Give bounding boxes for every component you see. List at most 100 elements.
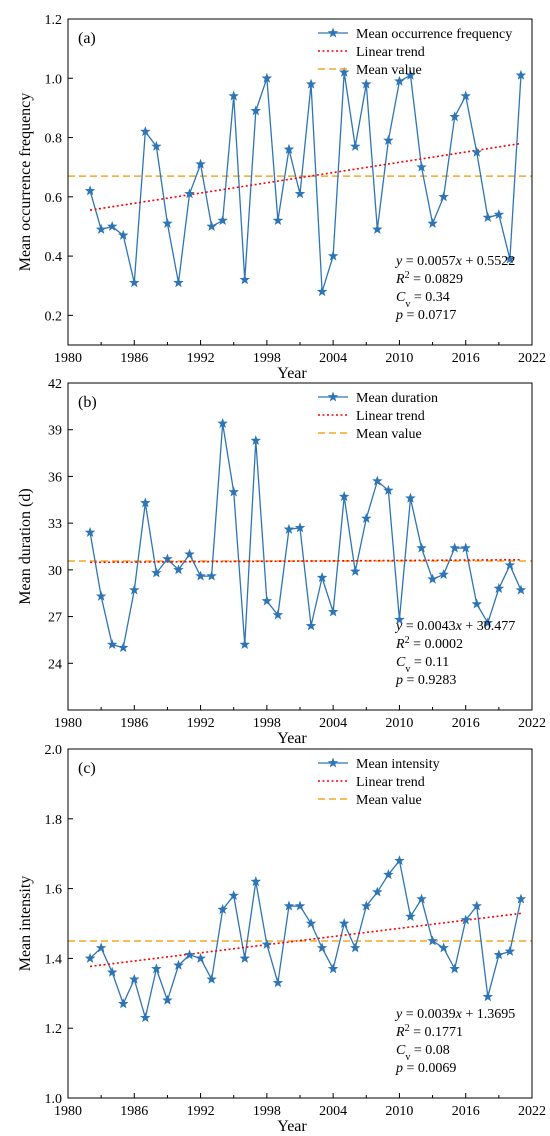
data-point-marker	[338, 66, 350, 77]
data-point-marker	[350, 942, 361, 953]
data-point-marker	[162, 553, 173, 564]
legend-star-icon	[327, 27, 339, 38]
legend-label: Mean intensity	[356, 757, 440, 772]
stat-equation: y = 0.0043x + 30.477	[394, 619, 515, 634]
x-tick-label: 2010	[385, 1104, 413, 1119]
stat-r-squared: R2 = 0.0829	[395, 270, 463, 288]
data-point-marker	[217, 417, 228, 428]
legend-label: Linear trend	[356, 775, 425, 790]
data-point-marker	[427, 935, 438, 946]
data-point-marker	[471, 598, 482, 609]
x-tick-label: 2016	[452, 351, 480, 366]
legend-label: Mean value	[356, 793, 422, 808]
data-point-marker	[427, 573, 438, 584]
data-point-marker	[350, 140, 361, 151]
data-point-marker	[84, 185, 96, 196]
x-tick-label: 2004	[319, 351, 347, 366]
plot-frame	[67, 18, 533, 346]
x-tick-label: 1998	[253, 716, 281, 731]
data-point-marker	[129, 584, 140, 595]
data-point-marker	[228, 486, 239, 497]
data-point-marker	[427, 217, 438, 228]
data-series-line	[89, 423, 522, 649]
data-point-marker	[372, 475, 383, 486]
stat-equation: y = 0.0057x + 0.5522	[394, 254, 515, 269]
data-point-marker	[383, 484, 394, 495]
data-point-marker	[228, 90, 239, 101]
y-tick-label: 0.2	[45, 309, 63, 324]
plot-frame	[67, 748, 533, 1099]
data-point-marker	[195, 570, 206, 581]
data-point-marker	[84, 526, 96, 537]
y-tick-label: 2.0	[45, 743, 63, 758]
data-point-marker	[482, 617, 494, 628]
data-point-marker	[482, 991, 494, 1002]
x-tick-label: 2022	[518, 1104, 546, 1119]
stat-equation: y = 0.0039x + 1.3695	[394, 1007, 515, 1022]
x-tick-label: 1992	[187, 351, 215, 366]
data-point-marker	[173, 277, 184, 288]
data-point-marker	[338, 491, 350, 502]
y-tick-label: 36	[48, 470, 62, 485]
y-axis-title: Mean intensity	[17, 876, 34, 972]
x-tick-label: 1986	[120, 1104, 148, 1119]
legend-label: Mean occurrence frequency	[356, 27, 512, 42]
data-point-marker	[405, 69, 416, 80]
x-tick-label: 2004	[319, 716, 347, 731]
x-axis-title: Year	[277, 730, 307, 747]
chart-panel-b: 1980 1986 1992 1998 2004 2010 2016 2022 24 27 30 33…	[17, 377, 546, 747]
x-tick-label: 1986	[120, 716, 148, 731]
stat-p-value: p = 0.0069	[395, 1061, 456, 1076]
x-axis-title: Year	[277, 1118, 307, 1135]
data-series-line	[89, 859, 522, 1018]
y-tick-label: 1.2	[45, 1022, 63, 1037]
data-point-marker	[228, 890, 239, 901]
data-point-marker	[460, 542, 471, 553]
data-point-marker	[416, 542, 427, 553]
x-tick-label: 2016	[452, 716, 480, 731]
data-point-marker	[361, 512, 372, 523]
panel-letter: (a)	[78, 30, 96, 47]
data-point-marker	[106, 639, 118, 650]
data-point-marker	[217, 904, 228, 914]
data-point-marker	[184, 188, 195, 199]
data-point-marker	[438, 942, 449, 953]
y-tick-label: 0.4	[45, 250, 63, 265]
chart-panel-a: 1980 1986 1992 1998 2004 2010 2016 2022 0.2 0.4 0.…	[17, 13, 546, 382]
data-point-marker	[361, 78, 372, 89]
data-point-marker	[350, 565, 361, 576]
data-point-marker	[416, 161, 427, 172]
data-point-marker	[151, 963, 162, 974]
data-point-marker	[383, 869, 394, 880]
data-point-marker	[272, 977, 284, 988]
legend-entry-data: Mean occurrence frequency	[318, 27, 512, 42]
data-point-marker	[305, 78, 317, 89]
data-point-marker	[84, 952, 96, 963]
data-point-marker	[272, 609, 284, 620]
data-point-marker	[493, 209, 505, 220]
y-tick-label: 24	[48, 657, 62, 672]
y-tick-label: 0.6	[45, 191, 63, 206]
data-point-marker	[184, 949, 195, 960]
data-point-marker	[206, 973, 217, 984]
data-point-marker	[316, 286, 328, 297]
data-point-marker	[327, 250, 339, 261]
data-point-marker	[195, 952, 206, 963]
stat-p-value: p = 0.9283	[395, 673, 456, 688]
legend-entry-data: Mean duration	[318, 391, 438, 406]
x-tick-label: 1998	[253, 1104, 281, 1119]
data-point-marker	[195, 158, 206, 169]
y-tick-label: 1.6	[45, 883, 63, 898]
stat-p-value: p = 0.0717	[395, 308, 456, 323]
data-point-marker	[173, 959, 184, 970]
y-tick-label: 1.4	[45, 952, 63, 967]
legend-entry-data: Mean intensity	[318, 757, 440, 772]
legend-label: Linear trend	[356, 45, 425, 60]
y-tick-label: 39	[48, 424, 62, 439]
legend-label: Mean duration	[356, 391, 438, 406]
stat-cv: Cv = 0.34	[396, 290, 450, 310]
data-point-marker	[394, 75, 405, 86]
data-point-marker	[449, 542, 460, 553]
panel-letter: (b)	[78, 394, 97, 411]
data-point-marker	[383, 135, 394, 145]
